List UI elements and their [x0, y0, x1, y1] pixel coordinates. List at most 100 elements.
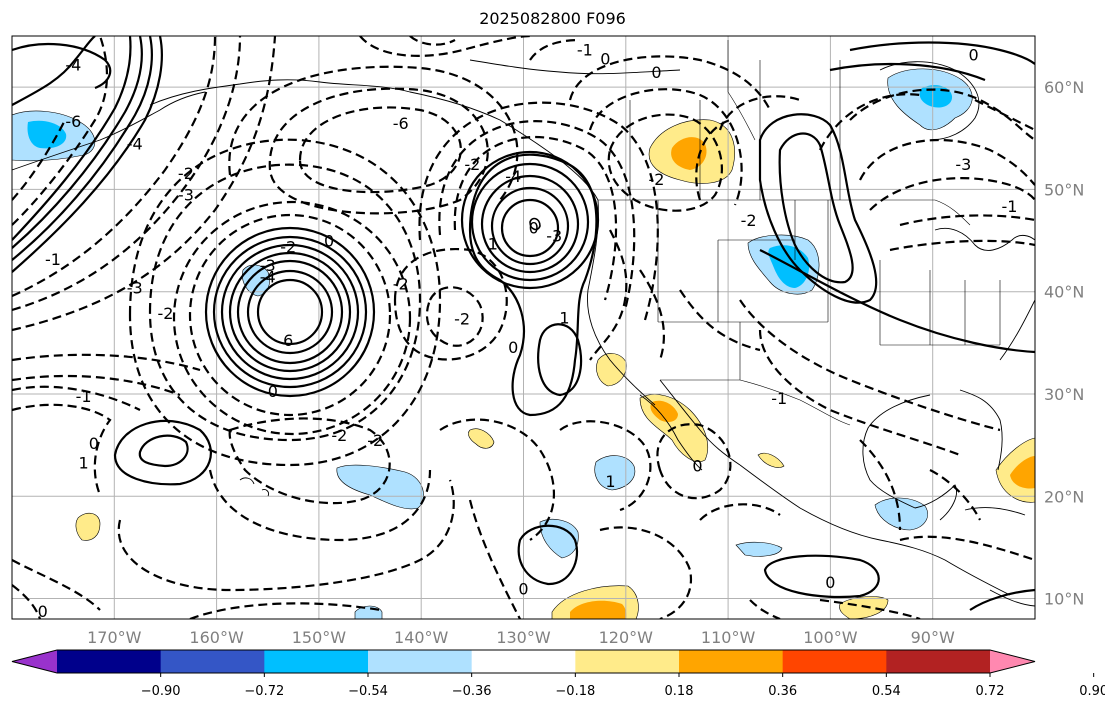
colorbar-segment	[471, 650, 576, 673]
contour-plains-solid-1	[758, 113, 878, 304]
shade-patch-plains-core	[768, 245, 810, 288]
contour-dash-e2	[869, 177, 1035, 211]
contour-label: -2	[464, 155, 480, 174]
contour-dash-w4	[12, 36, 108, 226]
colorbar-extend-right	[990, 650, 1035, 673]
contour-dash-e23	[749, 599, 781, 619]
colorbar-tick-label: 0.72	[976, 684, 1005, 699]
colorbar-tick-label: −0.18	[555, 684, 595, 699]
lat-tick-label: 30°N	[1044, 385, 1084, 404]
contour-dash-e7	[695, 118, 731, 201]
contour-dash-s7	[117, 479, 455, 592]
contour-dash-s9	[12, 584, 42, 619]
contour-nw-outer	[468, 153, 598, 417]
colorbar-segment	[264, 650, 369, 673]
contour-label: -4	[127, 134, 143, 153]
contour-lines	[12, 36, 1035, 611]
shade-patch-mexico-coast	[757, 452, 785, 468]
colorbar-segment	[679, 650, 784, 673]
colorbar	[11, 649, 1036, 674]
contour-dash-e17	[529, 38, 581, 61]
contour-west-solid-5	[12, 36, 96, 106]
contour-dash-e13	[819, 93, 921, 151]
contour-west-solid-1	[12, 36, 163, 273]
colorbar-tick-label: 0.36	[768, 684, 797, 699]
colorbar-segment	[575, 650, 680, 673]
contour-dash-nw-3	[418, 101, 659, 321]
contour-label: -1	[76, 387, 92, 406]
contour-dash-n4	[359, 36, 531, 57]
map-title: 2025082800 F096	[479, 9, 626, 28]
contour-label: -1	[577, 40, 593, 59]
shade-patch-west-alaska-core	[27, 120, 67, 149]
contour-caribbean-solid	[969, 588, 1035, 611]
border-us-canada	[598, 199, 971, 226]
contour-dash-n5	[409, 36, 456, 46]
colorbar-segment	[782, 650, 887, 673]
colorbar-extend-left	[12, 650, 57, 673]
contour-dash-w1	[12, 36, 217, 298]
contour-east-solid	[759, 249, 1035, 354]
contour-dash-e1	[859, 138, 1035, 186]
contour-label: -3	[260, 256, 276, 275]
contour-dash-e22	[819, 598, 921, 619]
contour-high-ring-7	[256, 278, 324, 346]
political-borders	[598, 40, 1001, 426]
shade-patch-epac-south	[839, 596, 889, 619]
colorbar-tick-label: −0.54	[348, 684, 388, 699]
coast-cuba	[964, 507, 1026, 516]
border-states-1	[657, 200, 829, 380]
contour-label: 1	[559, 308, 569, 327]
contour-label: -3	[546, 226, 562, 245]
contour-label: 0	[600, 50, 610, 69]
contour-label: 0	[969, 45, 979, 64]
contour-label: -6	[393, 114, 409, 133]
shade-patch-gulf-mex	[874, 497, 929, 531]
contour-label: -1	[771, 389, 787, 408]
contour-dash-s4	[12, 353, 201, 372]
colorbar-tick-label: −0.36	[452, 684, 492, 699]
shade-patch-epac	[735, 541, 783, 557]
contour-west-solid-2	[12, 36, 153, 261]
contour-dash-mid-2	[393, 248, 508, 361]
lon-tick-label: 110°W	[701, 628, 756, 647]
coast-eastcoast	[999, 299, 1035, 361]
lon-tick-label: 150°W	[292, 628, 347, 647]
colorbar-tick-label: −0.72	[244, 684, 284, 699]
lon-tick-label: 120°W	[599, 628, 654, 647]
contour-dash-s16	[699, 503, 781, 521]
contour-dash-high-3	[148, 163, 422, 442]
shade-patch-caribbean-core	[1010, 456, 1035, 489]
lat-tick-label: 20°N	[1044, 487, 1084, 506]
contour-dash-w2	[12, 36, 242, 312]
contour-dash-e3	[849, 88, 1035, 141]
contour-nw-ring-4	[490, 186, 570, 266]
contour-ne-solid-2	[829, 62, 986, 82]
lon-tick-label: 140°W	[394, 628, 449, 647]
contour-nw-ring-5	[500, 198, 560, 258]
contour-labels: -1 000-4-6-4-2-3-1-6-2-40 -31-2-210-3-2-4-…	[38, 40, 1018, 619]
coast-mexico-west	[739, 464, 1011, 596]
contour-label: -2	[178, 164, 194, 183]
contour-dash-s12	[468, 499, 521, 619]
shade-patch-pacific-c	[594, 455, 636, 491]
contour-label: -2	[393, 275, 409, 294]
contour-dash-e11	[929, 469, 981, 521]
colorbar-segment	[368, 650, 473, 673]
contour-label: 0	[651, 63, 661, 82]
latitude-tick-labels: 60°N 50°N 40°N 30°N 20°N 10°N	[1044, 78, 1084, 608]
colorbar-tick-labels: −0.90 −0.72 −0.54 −0.36 −0.18 0.18 0.36 0.54 0.7…	[141, 673, 1105, 699]
contour-label: 0	[89, 434, 99, 453]
contour-dash-s13	[559, 420, 652, 512]
contour-northeast-solid	[849, 41, 1035, 65]
contour-dash-s8	[12, 559, 101, 611]
coastlines	[12, 59, 1035, 607]
contour-pac-south-solid	[517, 524, 579, 586]
shade-patch-pac-y2	[75, 512, 101, 541]
contour-dash-e19	[639, 269, 665, 361]
shade-patch-pacific-b	[336, 464, 424, 510]
border-us-mexico	[660, 379, 851, 426]
contour-label: -3	[127, 279, 143, 298]
contour-dash-s3	[12, 374, 181, 397]
